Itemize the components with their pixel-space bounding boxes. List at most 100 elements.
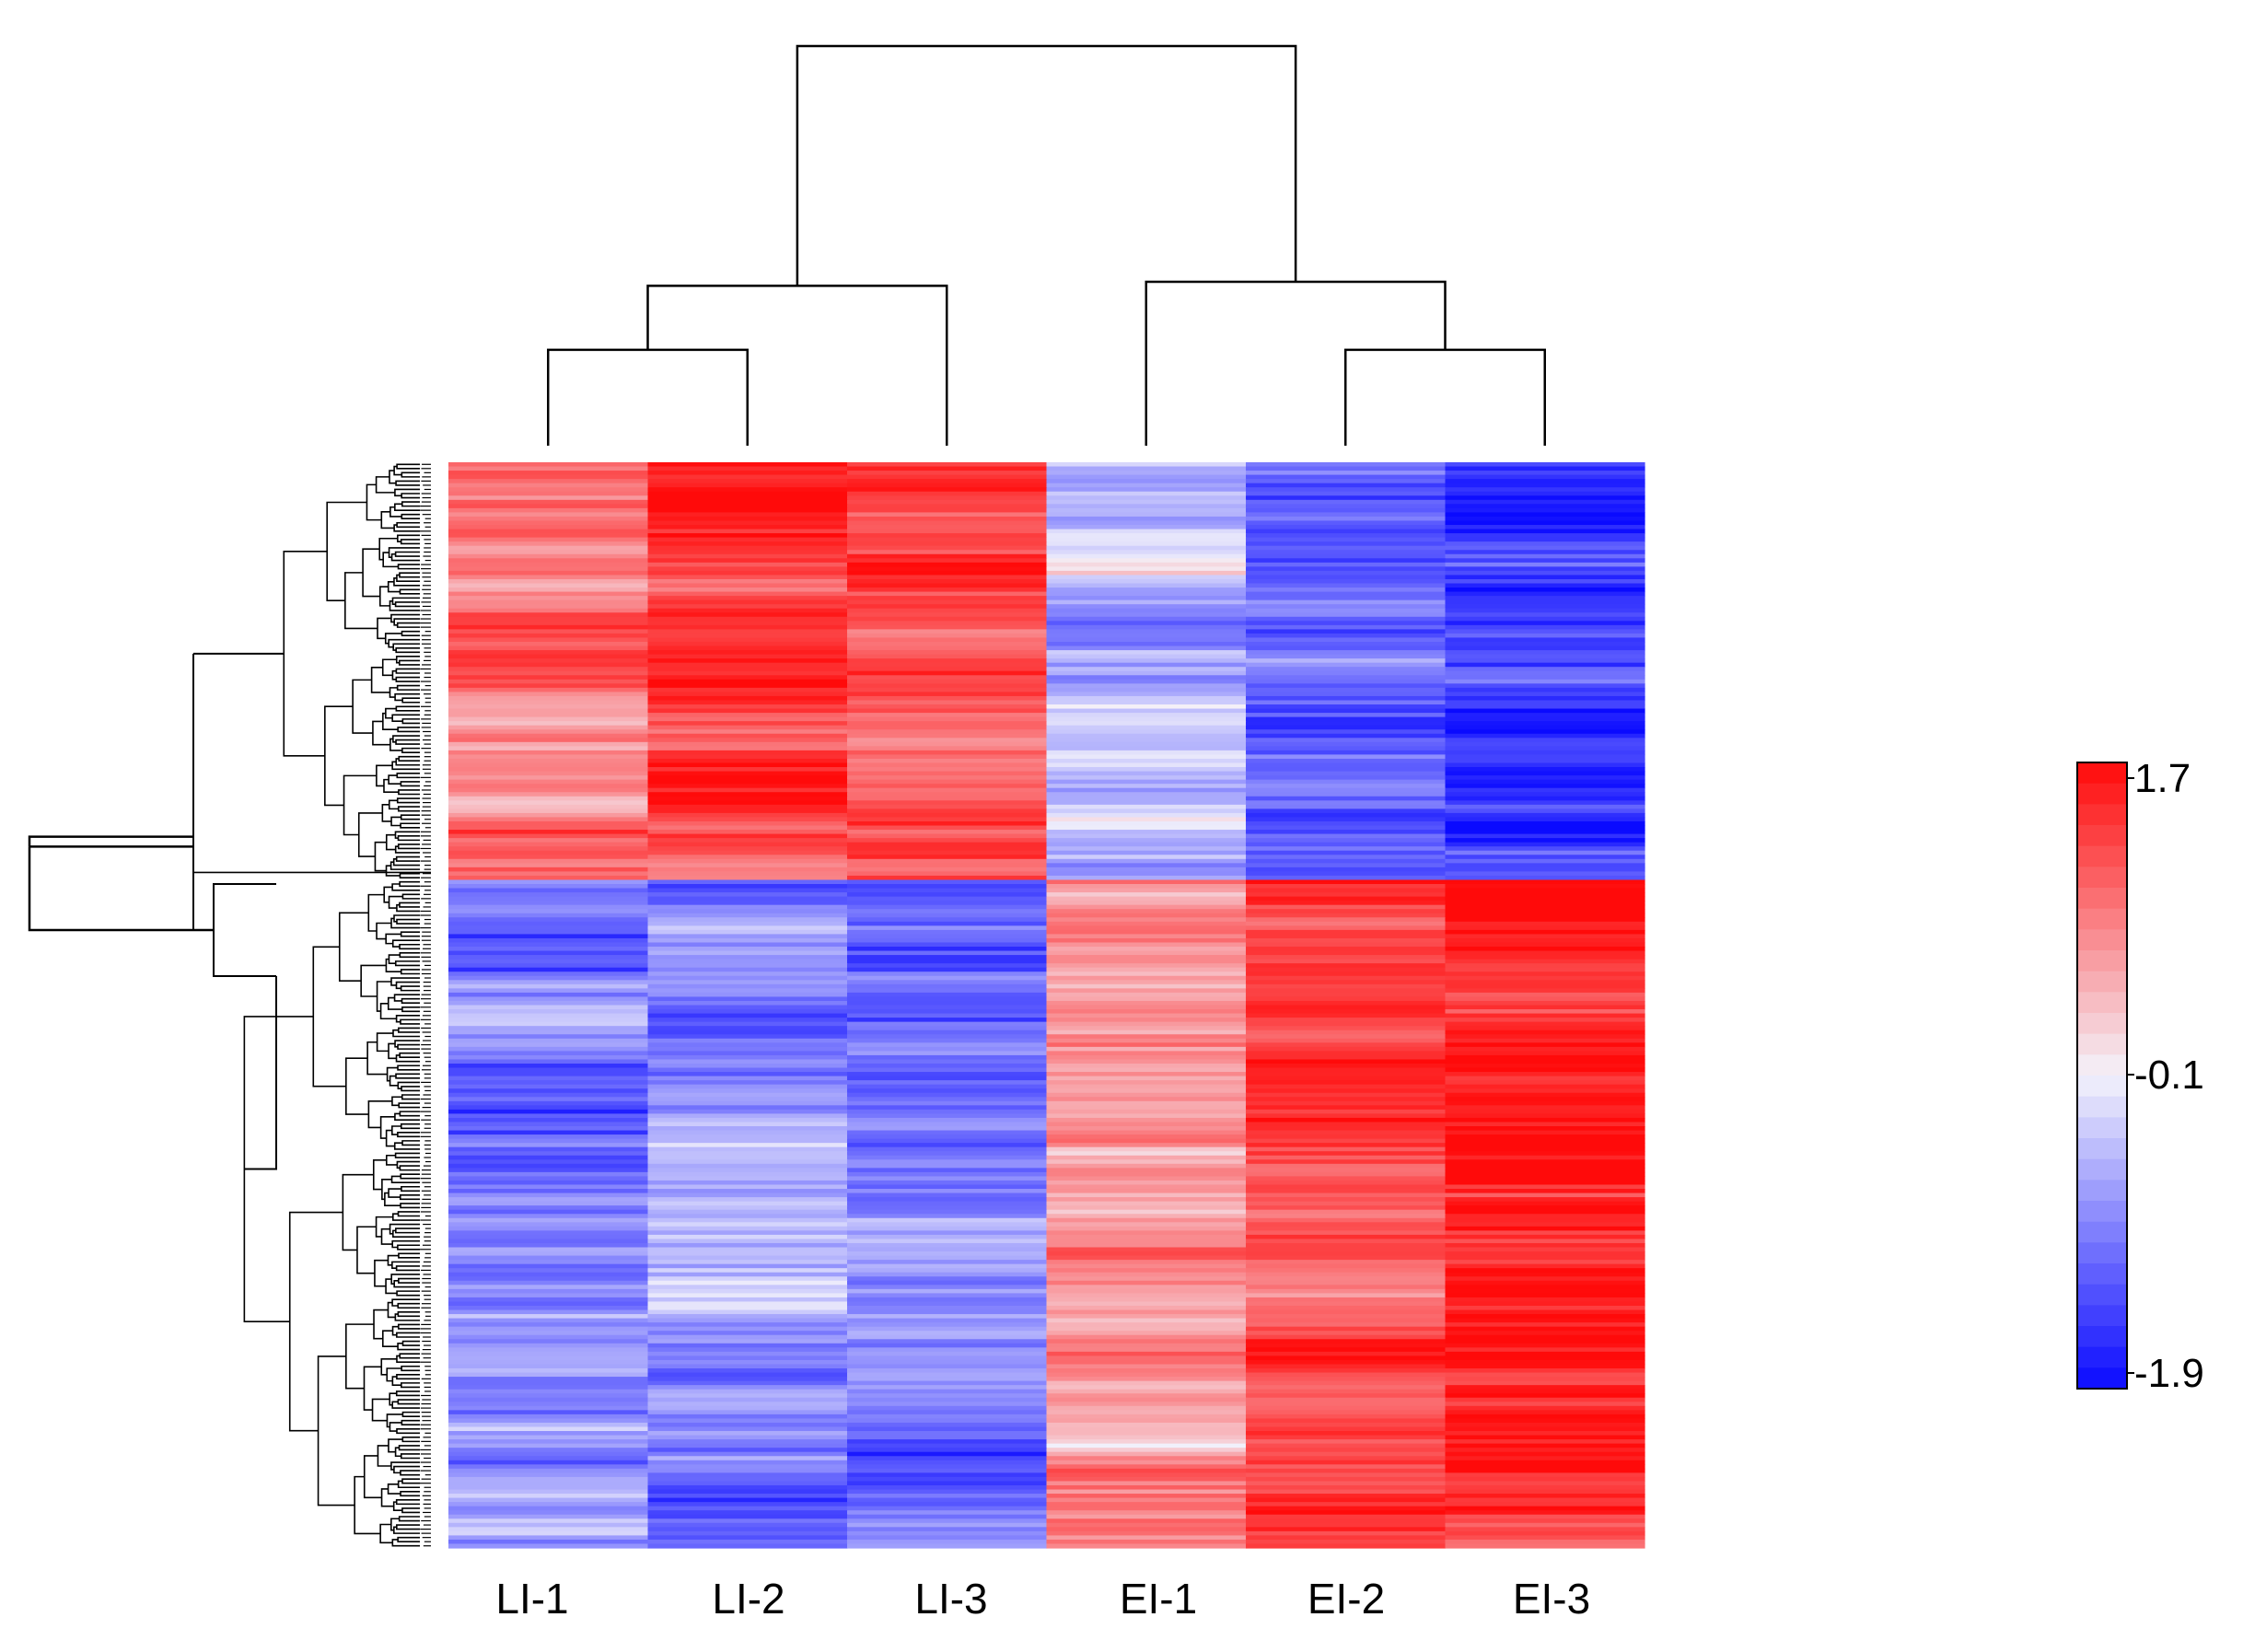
heatmap-cell — [448, 1359, 649, 1366]
heatmap-cell — [1046, 1021, 1247, 1027]
heatmap-cell — [647, 955, 848, 960]
heatmap-cell — [1445, 1451, 1645, 1457]
row-dendrogram-branch — [391, 883, 420, 891]
heatmap-cell — [647, 909, 848, 914]
row-dendrogram-branch — [390, 1274, 420, 1285]
heatmap-cell — [647, 1514, 848, 1519]
heatmap-cell — [847, 721, 1048, 727]
heatmap-cell — [1046, 817, 1247, 822]
row-dendrogram-branch — [390, 1461, 420, 1471]
heatmap-cell — [1246, 892, 1447, 898]
heatmap-cell — [1445, 471, 1645, 476]
heatmap-cell — [1246, 1301, 1447, 1307]
heatmap-cell — [1046, 1113, 1247, 1119]
heatmap-cell — [647, 892, 848, 898]
heatmap-cell — [448, 1113, 649, 1119]
heatmap-cell — [847, 1431, 1048, 1437]
heatmap-cell — [1445, 629, 1645, 634]
heatmap-cell — [448, 980, 649, 985]
heatmap-cell — [1046, 1126, 1247, 1132]
heatmap-cell — [647, 658, 848, 664]
heatmap-cell — [847, 1468, 1048, 1473]
heatmap-cell — [1046, 692, 1247, 697]
heatmap-cell — [847, 884, 1048, 890]
heatmap-cell — [448, 975, 649, 981]
heatmap-cell — [1046, 1535, 1247, 1541]
heatmap-cell — [1445, 1146, 1645, 1152]
heatmap-cell — [1046, 1230, 1247, 1236]
row-dendrogram-branch — [401, 1140, 420, 1146]
heatmap-cell — [1246, 934, 1447, 939]
heatmap-cell — [1246, 466, 1447, 471]
heatmap-cell — [647, 591, 848, 597]
heatmap-cell — [448, 1021, 649, 1027]
row-dendrogram-branch — [394, 845, 420, 854]
heatmap-cell — [647, 1368, 848, 1374]
heatmap-cell — [1046, 1163, 1247, 1169]
heatmap-cell — [1246, 1130, 1447, 1135]
heatmap-cell — [448, 787, 649, 793]
heatmap-cell — [1046, 1451, 1247, 1457]
heatmap-cell — [847, 679, 1048, 684]
heatmap-cell — [448, 1510, 649, 1516]
heatmap-cell — [847, 1230, 1048, 1236]
heatmap-cell — [1246, 983, 1447, 989]
heatmap-cell — [847, 996, 1048, 1002]
heatmap-cell — [1046, 754, 1247, 760]
heatmap-cell — [847, 1393, 1048, 1399]
heatmap-cell — [1246, 1527, 1447, 1532]
heatmap-cell — [847, 1067, 1048, 1073]
row-dendrogram-branch — [390, 1175, 420, 1184]
heatmap-cell — [1445, 1527, 1645, 1532]
heatmap-cell — [448, 1117, 649, 1123]
row-dendrogram-branch — [395, 1073, 420, 1079]
heatmap-cell — [847, 570, 1048, 576]
heatmap-cell — [1046, 800, 1247, 806]
heatmap-cell — [1445, 1163, 1645, 1169]
heatmap-cell — [1046, 746, 1247, 751]
heatmap-cell — [1445, 942, 1645, 948]
heatmap-cell — [448, 504, 649, 509]
heatmap-cell — [847, 462, 1048, 468]
heatmap-cell — [448, 491, 649, 496]
row-dendrogram-branch — [401, 471, 420, 478]
heatmap-cell — [1246, 1402, 1447, 1407]
heatmap-cell — [448, 1046, 649, 1052]
heatmap-cell — [1246, 1297, 1447, 1303]
heatmap-cell — [647, 971, 848, 977]
heatmap-cell — [448, 541, 649, 547]
heatmap-cell — [1246, 716, 1447, 722]
heatmap-cell — [847, 637, 1048, 643]
heatmap-cell — [448, 650, 649, 656]
heatmap-cell — [448, 1468, 649, 1473]
heatmap-cell — [847, 466, 1048, 471]
heatmap-cell — [1445, 1038, 1645, 1043]
row-dendrogram-branch — [401, 630, 420, 636]
row-dendrogram-branch — [343, 774, 377, 836]
heatmap-cell — [1445, 888, 1645, 893]
heatmap-cell — [1445, 792, 1645, 797]
heatmap-cell — [1445, 1305, 1645, 1311]
row-dendrogram-branch — [389, 1075, 399, 1087]
color-scale-label-min: -1.9 — [2134, 1351, 2204, 1396]
heatmap-cell — [1445, 1013, 1645, 1018]
heatmap-cell — [647, 1305, 848, 1311]
heatmap-cell — [1246, 1222, 1447, 1227]
heatmap-cell — [1445, 1263, 1645, 1269]
heatmap-cell — [1445, 967, 1645, 972]
heatmap-cell — [847, 1443, 1048, 1448]
heatmap-cell — [647, 1460, 848, 1465]
heatmap-cell — [847, 1322, 1048, 1328]
heatmap-cell — [1445, 1322, 1645, 1328]
heatmap-cell — [647, 1063, 848, 1069]
heatmap-cell — [1246, 1171, 1447, 1178]
heatmap-cell — [1445, 1197, 1645, 1203]
heatmap-cell — [847, 992, 1048, 998]
heatmap-cell — [1246, 1451, 1447, 1457]
heatmap-cell — [1046, 525, 1247, 530]
heatmap-cell — [1445, 700, 1645, 705]
heatmap-cell — [847, 541, 1048, 547]
heatmap-cell — [1046, 1305, 1247, 1311]
heatmap-cell — [448, 562, 649, 567]
heatmap-cell — [1046, 667, 1247, 672]
